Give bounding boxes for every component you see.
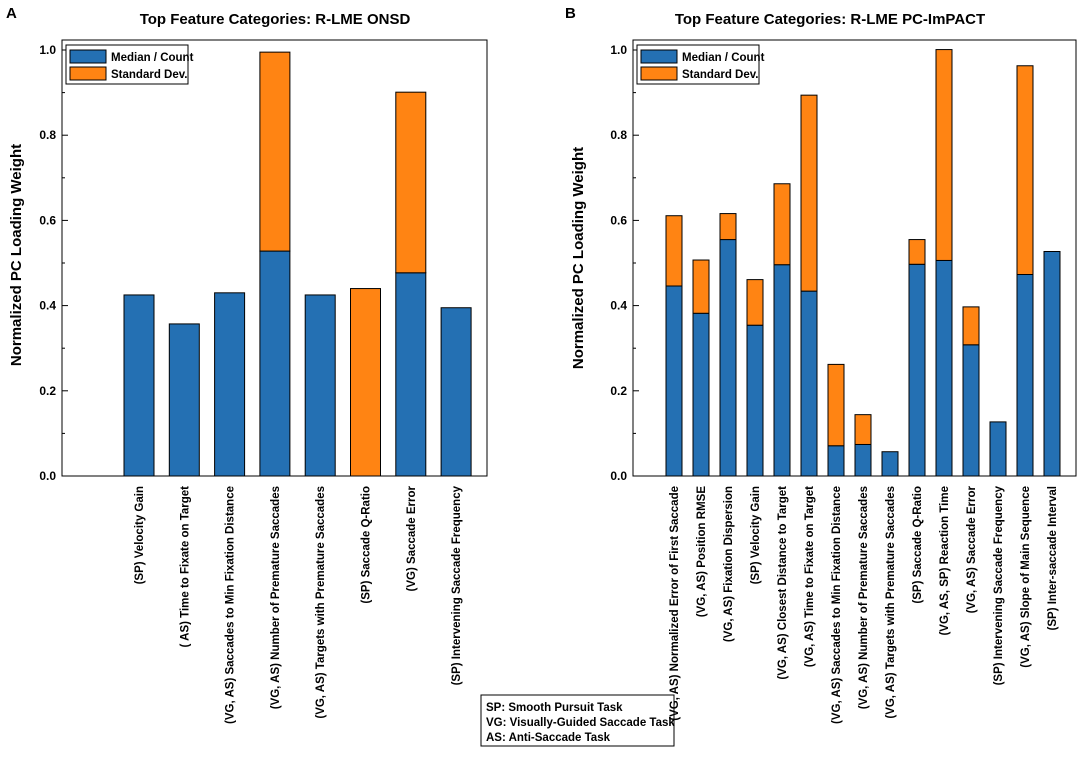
x-tick-label-a: (VG, AS) Targets with Premature Saccades — [315, 486, 327, 719]
task-legend-vg: VG: Visually-Guided Saccade Task — [486, 717, 675, 729]
bar-median-a — [168, 323, 200, 477]
legend-label-a: Median / Count — [111, 52, 194, 64]
y-axis-label-a: Normalized PC Loading Weight — [8, 144, 25, 366]
legend-label-a: Standard Dev. — [111, 69, 187, 81]
bar-median-a — [440, 307, 472, 477]
bar-median-a — [214, 292, 246, 477]
bar-std-b — [854, 414, 872, 445]
task-legend-box — [480, 694, 675, 747]
bar-median-b — [989, 421, 1007, 477]
x-tick-label-a: (VG, AS) Saccades to Min Fixation Distan… — [225, 486, 237, 724]
x-tick-label-b: (SP) Inter-saccade Interval — [1047, 486, 1059, 630]
bar-median-b — [665, 285, 683, 477]
y-axis-label-b: Normalized PC Loading Weight — [570, 147, 587, 369]
y-tick-label-b: 0.2 — [610, 384, 627, 398]
x-tick-label-a: (VG, AS) Number of Premature Saccades — [270, 486, 282, 709]
y-tick-label-b: 0.4 — [610, 299, 627, 313]
x-tick-label-b: (SP) Velocity Gain — [750, 486, 762, 584]
bar-std-b — [665, 215, 683, 287]
bar-std-b — [773, 183, 791, 266]
legend-swatch-b — [640, 49, 678, 64]
y-tick-label-b: 1.0 — [610, 43, 627, 57]
bar-median-b — [746, 324, 764, 477]
y-tick-label-a: 0.6 — [39, 213, 56, 227]
bar-median-b — [1016, 274, 1034, 477]
x-tick-label-b: (VG, AS) Targets with Premature Saccades — [885, 486, 897, 719]
bar-std-b — [692, 259, 710, 314]
bar-std-b — [827, 363, 845, 447]
bar-median-b — [881, 451, 899, 477]
x-tick-label-b: (VG, AS) Closest Distance to Target — [777, 486, 789, 680]
y-tick-label-a: 1.0 — [39, 43, 56, 57]
legend-swatch-b — [640, 66, 678, 81]
x-tick-label-b: (SP) Intervening Saccade Frequency — [993, 485, 1005, 685]
x-tick-label-b: (VG, AS) Slope of Main Sequence — [1020, 486, 1032, 668]
x-tick-label-a: (SP) Intervening Saccade Frequency — [451, 485, 463, 685]
bar-median-b — [854, 443, 872, 477]
x-tick-label-b: (VG, AS) Fixation Dispersion — [723, 486, 735, 642]
bar-median-a — [259, 250, 291, 477]
bar-median-a — [395, 272, 427, 477]
x-tick-label-b: (VG, AS) Saccades to Min Fixation Distan… — [831, 486, 843, 724]
bar-std-a — [395, 91, 427, 274]
x-tick-label-a: (SP) Velocity Gain — [134, 486, 146, 584]
y-tick-label-a: 0.8 — [39, 128, 56, 142]
legend-label-b: Median / Count — [682, 52, 765, 64]
chart-title-b: Top Feature Categories: R-LME PC-ImPACT — [675, 11, 985, 28]
task-legend-sp: SP: Smooth Pursuit Task — [486, 702, 623, 714]
chart-title-a: Top Feature Categories: R-LME ONSD — [140, 11, 411, 28]
task-legend-as: AS: Anti-Saccade Task — [486, 732, 611, 744]
x-tick-label-b: (VG, AS, SP) Reaction Time — [939, 486, 951, 636]
bar-median-b — [962, 344, 980, 477]
y-tick-label-a: 0.2 — [39, 384, 56, 398]
x-tick-label-a: (VG) Saccade Error — [406, 485, 418, 591]
panel-letter-b: B — [565, 5, 576, 22]
y-tick-label-b: 0.6 — [610, 213, 627, 227]
legend-swatch-a — [69, 49, 107, 64]
legend-swatch-a — [69, 66, 107, 81]
x-tick-label-b: (VG, AS) Time to Fixate on Target — [804, 486, 816, 667]
bar-median-a — [123, 294, 155, 477]
bar-std-b — [962, 306, 980, 346]
x-tick-label-b: (VG, AS) Number of Premature Saccades — [858, 486, 870, 709]
bar-median-b — [692, 312, 710, 477]
bar-std-a — [350, 288, 381, 477]
bar-std-a — [259, 51, 291, 252]
bar-median-b — [935, 259, 953, 477]
bar-std-b — [908, 239, 926, 265]
x-tick-label-b: (SP) Saccade Q-Ratio — [912, 486, 924, 604]
y-tick-label-b: 0.0 — [610, 469, 627, 483]
bar-median-b — [1043, 250, 1061, 477]
legend-label-b: Standard Dev. — [682, 69, 758, 81]
bar-median-b — [719, 239, 737, 477]
bar-std-b — [800, 94, 818, 292]
bar-std-b — [719, 213, 737, 241]
bar-median-b — [827, 445, 845, 477]
panel-letter-a: A — [6, 5, 17, 22]
x-tick-label-b: (VG, AS) Position RMSE — [696, 486, 708, 618]
x-tick-label-a: (SP) Saccade Q-Ratio — [361, 486, 373, 604]
x-tick-label-a: ( AS) Time to Fixate on Target — [179, 486, 191, 648]
bar-std-b — [935, 49, 953, 261]
bar-std-b — [1016, 65, 1034, 276]
bar-median-a — [304, 294, 336, 477]
x-tick-label-b: (VG, AS) Saccade Error — [966, 485, 978, 613]
y-tick-label-a: 0.0 — [39, 469, 56, 483]
bar-median-b — [908, 263, 926, 477]
y-tick-label-b: 0.8 — [610, 128, 627, 142]
bar-median-b — [800, 290, 818, 477]
bar-std-b — [746, 279, 764, 326]
y-tick-label-a: 0.4 — [39, 299, 56, 313]
bar-median-b — [773, 264, 791, 477]
x-tick-label-b: (VG, AS) Normalized Error of First Sacca… — [669, 486, 681, 721]
